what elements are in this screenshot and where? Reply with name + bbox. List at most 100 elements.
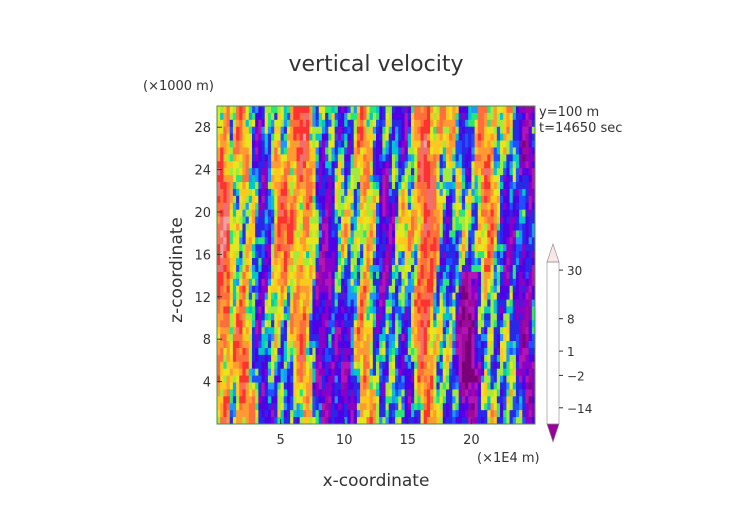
heatmap-cell <box>522 244 527 252</box>
heatmap-cell <box>248 258 253 266</box>
heatmap-cell <box>226 126 231 135</box>
heatmap-cell <box>452 133 457 142</box>
heatmap-cell <box>376 216 380 225</box>
heatmap-cell <box>258 299 263 308</box>
heatmap-cell <box>407 112 412 121</box>
heatmap-cell <box>274 403 279 411</box>
heatmap-cell <box>321 375 326 384</box>
heatmap-cell <box>341 417 345 424</box>
heatmap-cell <box>229 306 234 314</box>
heatmap-cell <box>315 175 320 183</box>
heatmap-cell <box>271 126 275 135</box>
heatmap-cell <box>465 168 469 176</box>
heatmap-cell <box>395 396 399 404</box>
heatmap-cell <box>356 258 361 266</box>
heatmap-cell <box>410 417 415 424</box>
heatmap-cell <box>328 361 333 370</box>
heatmap-cell <box>255 126 259 135</box>
heatmap-cell <box>433 271 438 280</box>
heatmap-cell <box>388 361 393 370</box>
heatmap-cell <box>245 285 250 294</box>
heatmap-cell <box>315 299 320 308</box>
heatmap-cell <box>251 112 256 121</box>
heatmap-cell <box>229 417 234 424</box>
heatmap-cell <box>426 347 431 356</box>
heatmap-cell <box>528 168 533 176</box>
heatmap-cell <box>407 389 412 397</box>
heatmap-cell <box>274 202 279 211</box>
heatmap-cell <box>385 417 390 424</box>
heatmap-cell <box>318 237 323 245</box>
heatmap-cell <box>442 320 447 328</box>
heatmap-cell <box>283 341 288 349</box>
heatmap-cell <box>376 112 380 121</box>
heatmap-cell <box>509 410 514 418</box>
heatmap-cell <box>312 396 317 404</box>
heatmap-cell <box>239 320 244 328</box>
heatmap-cell <box>223 258 228 266</box>
heatmap-cell <box>306 285 310 294</box>
heatmap-cell <box>503 320 507 328</box>
heatmap-cell <box>267 258 272 266</box>
heatmap-cell <box>442 209 447 218</box>
heatmap-cell <box>410 195 415 204</box>
heatmap-cell <box>217 410 221 418</box>
heatmap-cell <box>445 265 450 273</box>
heatmap-cell <box>242 175 247 183</box>
heatmap-cell <box>220 347 224 356</box>
heatmap-cell <box>245 278 250 287</box>
heatmap-cell <box>360 251 364 259</box>
heatmap-cell <box>251 410 256 418</box>
heatmap-cell <box>328 417 333 424</box>
heatmap-cell <box>439 265 444 273</box>
heatmap-cell <box>251 223 256 232</box>
heatmap-cell <box>519 168 523 176</box>
heatmap-cell <box>315 396 320 404</box>
heatmap-cell <box>420 320 425 328</box>
heatmap-cell <box>410 168 415 176</box>
heatmap-cell <box>385 140 390 149</box>
heatmap-cell <box>404 375 409 384</box>
heatmap-cell <box>356 244 361 252</box>
heatmap-cell <box>277 341 282 349</box>
heatmap-cell <box>487 140 492 149</box>
heatmap-cell <box>531 112 535 121</box>
heatmap-cell <box>271 417 275 424</box>
heatmap-cell <box>356 292 361 301</box>
heatmap-cell <box>271 403 275 411</box>
heatmap-cell <box>242 106 247 114</box>
heatmap-cell <box>525 209 530 218</box>
heatmap-cell <box>519 147 523 155</box>
heatmap-cell <box>363 361 368 370</box>
heatmap-cell <box>369 237 374 245</box>
heatmap-cell <box>309 202 313 211</box>
heatmap-cell <box>296 188 301 197</box>
heatmap-cell <box>382 389 387 397</box>
heatmap-cell <box>306 195 310 204</box>
heatmap-cell <box>465 354 469 363</box>
heatmap-cell <box>217 327 221 335</box>
heatmap-cell <box>248 140 253 149</box>
heatmap-cell <box>385 334 390 342</box>
heatmap-cell <box>401 285 406 294</box>
heatmap-cell <box>525 396 530 404</box>
heatmap-cell <box>509 396 514 404</box>
heatmap-cell <box>487 361 492 370</box>
heatmap-cell <box>420 278 425 287</box>
heatmap-cell <box>503 175 507 183</box>
heatmap-cell <box>366 133 371 142</box>
heatmap-cell <box>512 292 517 301</box>
heatmap-cell <box>318 396 323 404</box>
heatmap-cell <box>398 327 403 335</box>
heatmap-cell <box>293 140 298 149</box>
heatmap-cell <box>306 278 310 287</box>
heatmap-cell <box>280 251 285 259</box>
heatmap-cell <box>414 313 418 321</box>
heatmap-cell <box>226 216 231 225</box>
heatmap-cell <box>401 389 406 397</box>
heatmap-cell <box>309 223 313 232</box>
heatmap-cell <box>433 133 438 142</box>
heatmap-cell <box>344 361 348 370</box>
heatmap-cell <box>496 140 501 149</box>
heatmap-cell <box>347 375 352 384</box>
